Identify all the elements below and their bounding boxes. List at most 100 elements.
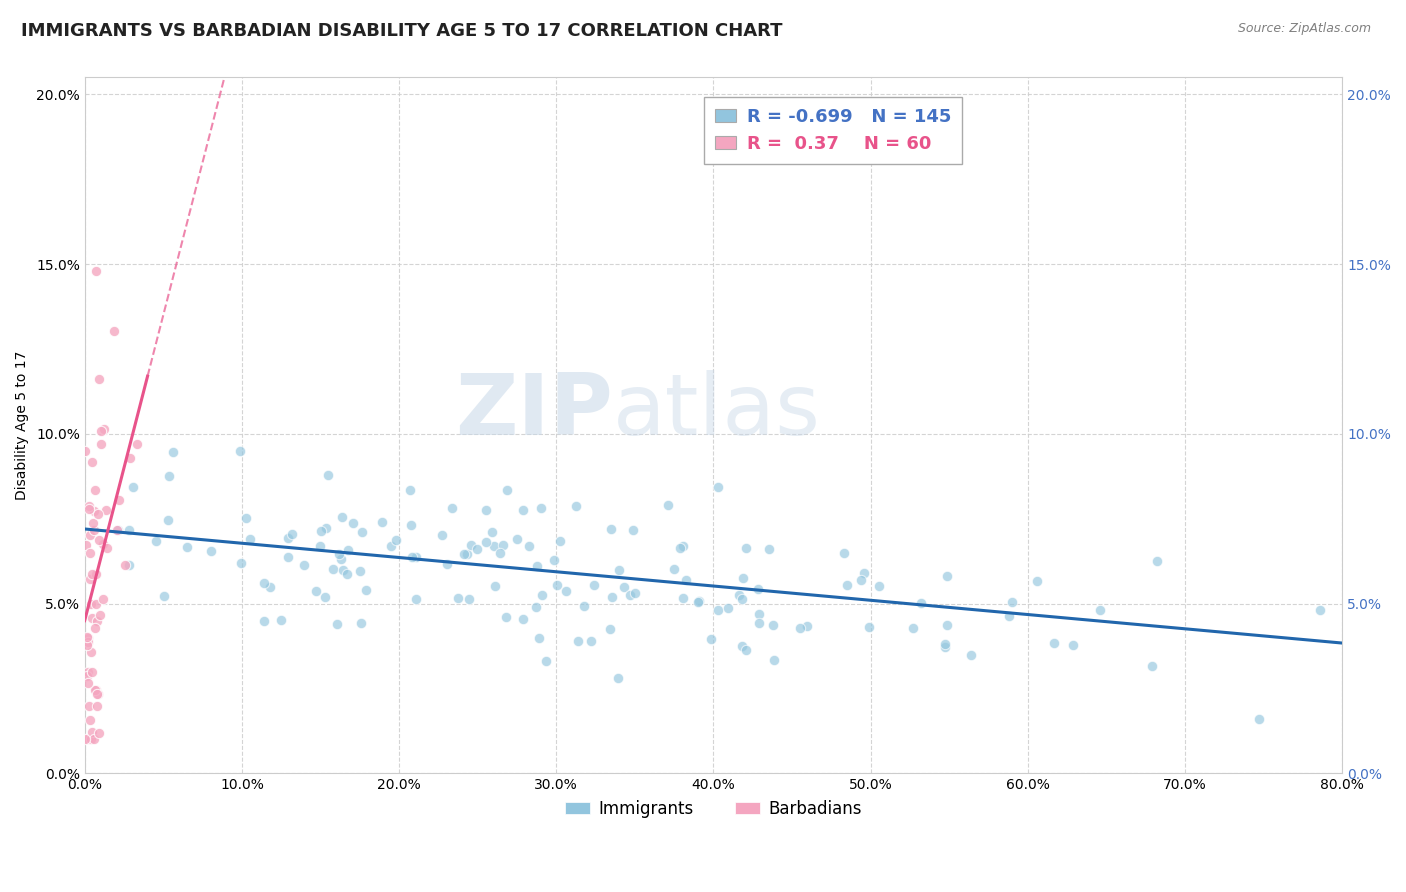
Point bbox=[901, 621, 924, 635]
Point bbox=[657, 498, 679, 512]
Point bbox=[1062, 638, 1084, 652]
Point bbox=[75, 732, 97, 747]
Point bbox=[157, 468, 180, 483]
Point bbox=[277, 550, 299, 565]
Point bbox=[84, 566, 107, 581]
Point bbox=[84, 621, 107, 635]
Point bbox=[326, 617, 349, 632]
Point bbox=[86, 698, 108, 713]
Point bbox=[868, 579, 890, 593]
Point bbox=[103, 324, 125, 338]
Point bbox=[91, 537, 114, 551]
Point bbox=[309, 524, 332, 538]
Point bbox=[672, 539, 695, 553]
Point bbox=[475, 535, 498, 549]
Point bbox=[330, 551, 353, 566]
Point bbox=[731, 592, 754, 607]
Point bbox=[239, 532, 262, 546]
Point bbox=[789, 622, 811, 636]
Point bbox=[118, 558, 141, 573]
Point bbox=[315, 590, 337, 604]
Point bbox=[672, 591, 695, 605]
Point bbox=[484, 579, 506, 593]
Point bbox=[405, 549, 427, 564]
Point bbox=[77, 699, 100, 714]
Point bbox=[84, 264, 107, 278]
Point bbox=[86, 687, 108, 701]
Point bbox=[747, 582, 769, 597]
Point bbox=[496, 483, 519, 497]
Point bbox=[120, 451, 142, 466]
Point bbox=[253, 575, 276, 590]
Point bbox=[80, 610, 103, 624]
Point bbox=[458, 591, 481, 606]
Point bbox=[492, 538, 515, 552]
Point bbox=[707, 480, 730, 494]
Point bbox=[75, 539, 97, 553]
Point bbox=[758, 541, 780, 556]
Point bbox=[94, 503, 117, 517]
Point bbox=[548, 534, 571, 549]
Point bbox=[309, 539, 332, 553]
Point bbox=[77, 635, 100, 649]
Point bbox=[80, 732, 103, 747]
Point bbox=[600, 590, 623, 604]
Point bbox=[84, 683, 107, 698]
Point bbox=[79, 572, 101, 586]
Point bbox=[1146, 554, 1168, 568]
Point bbox=[837, 578, 859, 592]
Point bbox=[77, 502, 100, 516]
Point bbox=[84, 682, 107, 697]
Point bbox=[734, 541, 756, 555]
Point bbox=[475, 503, 498, 517]
Point bbox=[998, 608, 1021, 623]
Point bbox=[567, 634, 589, 648]
Point bbox=[315, 521, 337, 535]
Point bbox=[796, 618, 818, 632]
Point bbox=[336, 566, 359, 581]
Point bbox=[89, 533, 111, 547]
Point bbox=[495, 609, 517, 624]
Point bbox=[292, 558, 315, 572]
Point bbox=[152, 590, 174, 604]
Point bbox=[281, 527, 304, 541]
Point bbox=[277, 531, 299, 545]
Point bbox=[524, 599, 547, 614]
Point bbox=[145, 533, 167, 548]
Point bbox=[453, 547, 475, 561]
Point bbox=[700, 632, 723, 646]
Point bbox=[456, 547, 478, 561]
Point bbox=[77, 732, 100, 747]
Point bbox=[936, 569, 959, 583]
Point bbox=[565, 499, 588, 513]
Point bbox=[385, 533, 408, 548]
Point bbox=[517, 539, 540, 553]
Point bbox=[555, 584, 578, 599]
Point bbox=[80, 665, 103, 679]
Point bbox=[107, 523, 129, 537]
Point bbox=[512, 503, 534, 517]
Point bbox=[114, 558, 136, 572]
Point bbox=[77, 732, 100, 747]
Point bbox=[579, 634, 602, 648]
Point bbox=[82, 516, 104, 530]
Point bbox=[399, 517, 422, 532]
Legend: Immigrants, Barbadians: Immigrants, Barbadians bbox=[558, 793, 869, 824]
Point bbox=[512, 612, 534, 626]
Point bbox=[270, 613, 292, 627]
Point bbox=[87, 372, 110, 386]
Point bbox=[717, 601, 740, 615]
Point bbox=[748, 615, 770, 630]
Point bbox=[935, 617, 957, 632]
Point bbox=[600, 522, 623, 536]
Point bbox=[934, 637, 956, 651]
Point bbox=[77, 499, 100, 513]
Point bbox=[1309, 602, 1331, 616]
Point bbox=[460, 537, 482, 551]
Point bbox=[76, 669, 98, 683]
Point bbox=[1000, 595, 1022, 609]
Point bbox=[349, 564, 371, 578]
Text: atlas: atlas bbox=[613, 370, 821, 453]
Point bbox=[370, 515, 392, 529]
Text: ZIP: ZIP bbox=[456, 370, 613, 453]
